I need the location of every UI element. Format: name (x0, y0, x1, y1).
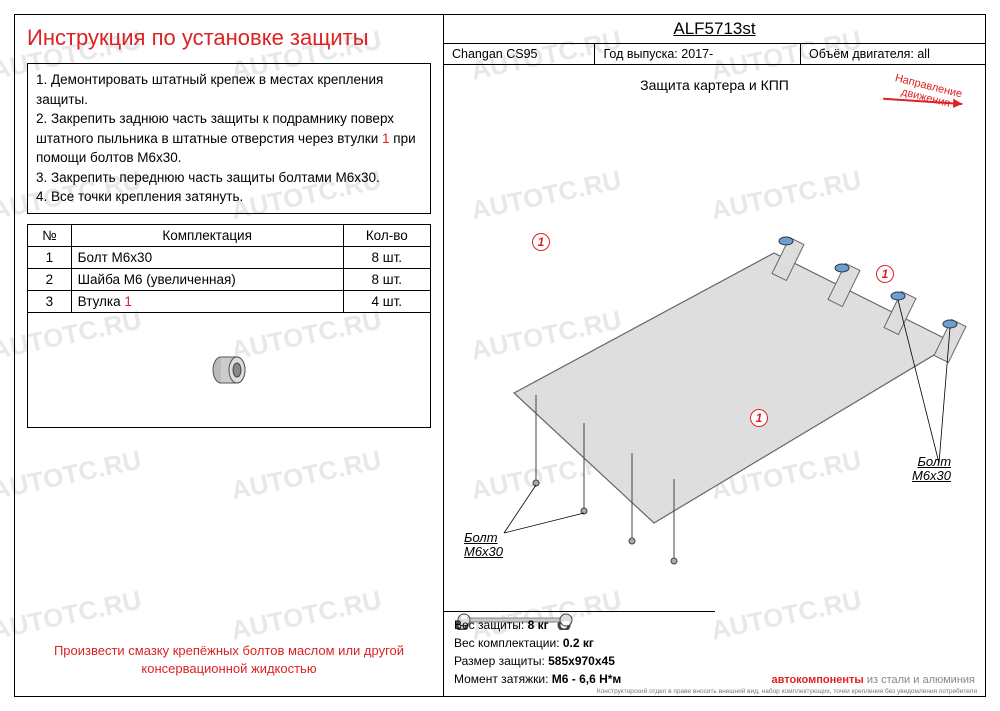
callout-1: 1 (532, 233, 550, 251)
part-number: ALF5713st (444, 15, 985, 43)
spec-kit-weight: Вес комплектации: 0.2 кг (454, 634, 621, 652)
spec-torque: Момент затяжки: М6 - 6,6 Н*м (454, 670, 621, 688)
specs-block: Вес защиты: 8 кг Вес комплектации: 0.2 к… (454, 616, 621, 688)
left-column: Инструкция по установке защиты 1. Демонт… (15, 15, 443, 696)
bushing-icon (207, 350, 251, 390)
parts-table: №КомплектацияКол-во 1Болт М6х308 шт.2Шай… (27, 224, 431, 313)
brand-line: автокомпоненты из стали и алюминия (771, 674, 975, 686)
callout-1: 1 (750, 409, 768, 427)
page-frame: Инструкция по установке защиты 1. Демонт… (14, 14, 986, 697)
instructions-box: 1. Демонтировать штатный крепеж в местах… (27, 63, 431, 214)
fineprint: Конструкторский отдел в праве вносить вн… (597, 688, 977, 695)
bushing-illustration (27, 313, 431, 428)
page-title: Инструкция по установке защиты (27, 25, 431, 51)
diagram-area: 1 1 1 БолтМ6х30 БолтМ6х30 (444, 93, 985, 583)
bolt-label-right: БолтМ6х30 (912, 455, 951, 484)
model-cell: Changan CS95 (444, 44, 595, 64)
spec-weight: Вес защиты: 8 кг (454, 616, 621, 634)
bolt-label-left: БолтМ6х30 (464, 531, 503, 560)
skid-plate-diagram (444, 93, 984, 583)
callout-1: 1 (876, 265, 894, 283)
year-cell: Год выпуска: 2017- (595, 44, 801, 64)
header-block: ALF5713st Changan CS95 Год выпуска: 2017… (444, 15, 985, 65)
right-column: ALF5713st Changan CS95 Год выпуска: 2017… (443, 15, 985, 696)
spec-size: Размер защиты: 585х970х45 (454, 652, 621, 670)
footer-warning: Произвести смазку крепёжных болтов масло… (27, 642, 431, 678)
engine-cell: Объём двигателя: all (801, 44, 985, 64)
